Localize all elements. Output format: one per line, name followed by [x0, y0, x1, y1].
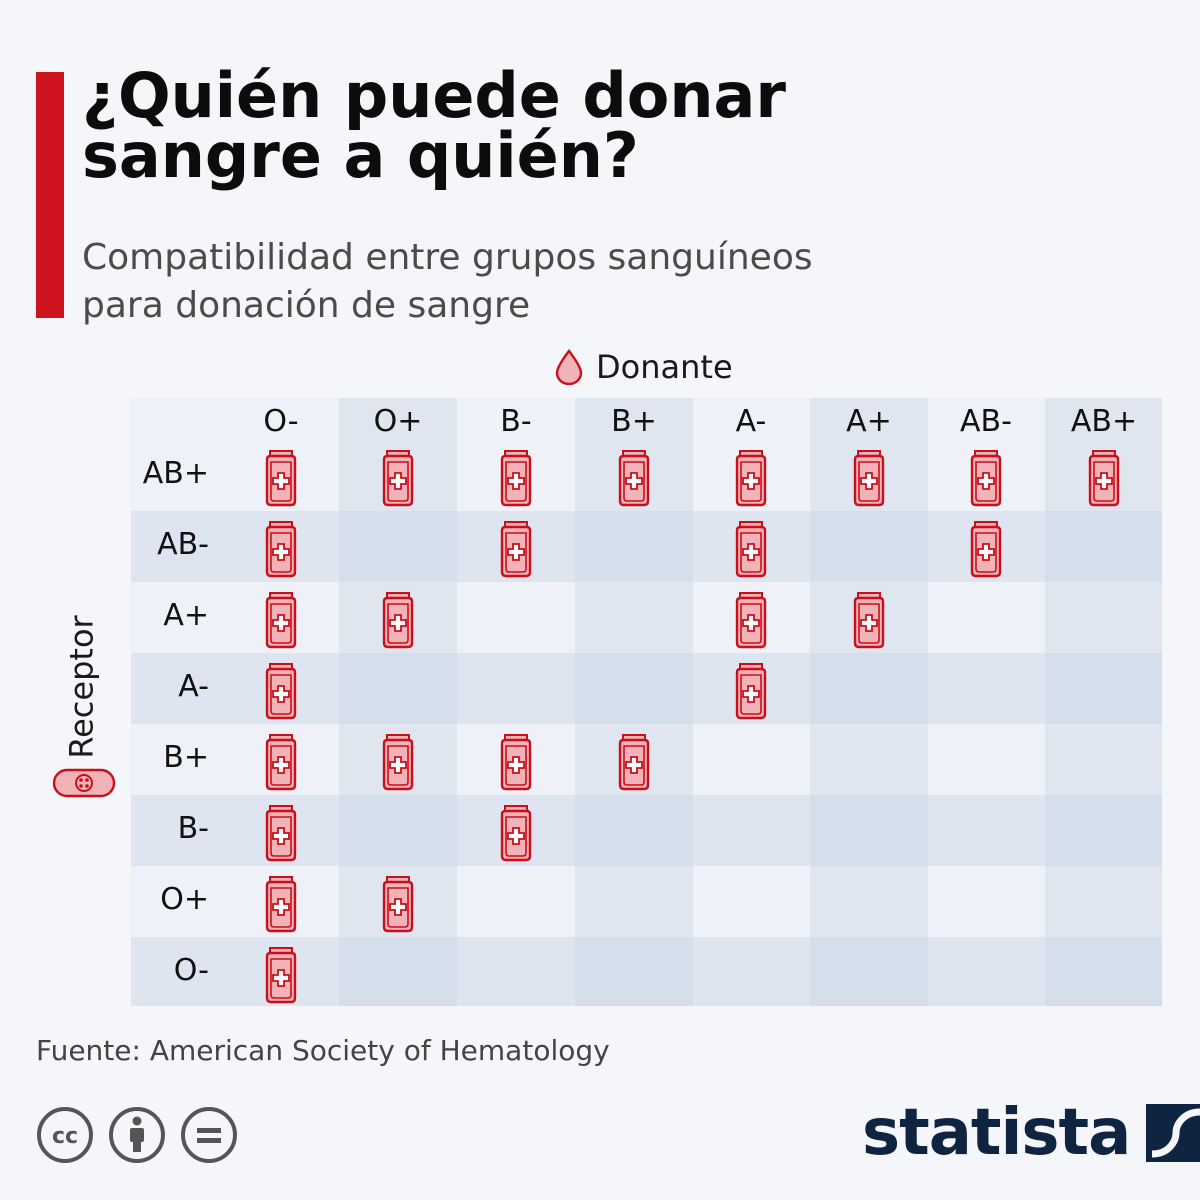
receptor-label: Receptor [63, 615, 102, 759]
title-line-1: ¿Quién puede donar [82, 59, 786, 132]
recipient-label: O+ [160, 881, 209, 917]
row-band [131, 937, 1162, 1006]
statista-mark-icon [1146, 1104, 1200, 1162]
source-note: Fuente: American Society of Hematology [36, 1034, 610, 1067]
donor-label: A+ [846, 404, 892, 439]
title-line-2: sangre a quién? [82, 119, 639, 192]
recipient-label: O- [173, 952, 209, 988]
donor-legend: Donante [554, 345, 733, 389]
blood-bag-icon [262, 589, 300, 651]
blood-bag-icon [732, 518, 770, 580]
donor-label: AB+ [1070, 404, 1138, 439]
cc-icon[interactable]: cc [36, 1106, 94, 1164]
blood-bag-icon [497, 802, 535, 864]
blood-bag-icon [379, 731, 417, 793]
blood-bag-icon [497, 731, 535, 793]
accent-bar [36, 72, 64, 318]
blood-bag-icon [732, 660, 770, 722]
blood-drop-icon [555, 349, 583, 385]
blood-cells-icon [52, 768, 116, 798]
blood-bag-icon [262, 873, 300, 935]
row-band [131, 795, 1162, 866]
blood-bag-icon [262, 660, 300, 722]
receptor-axis-label: Receptor [58, 612, 106, 762]
recipient-label: AB+ [142, 455, 209, 491]
svg-text:cc: cc [52, 1124, 78, 1149]
blood-bag-icon [497, 518, 535, 580]
blood-bag-icon [850, 447, 888, 509]
blood-bag-icon [732, 447, 770, 509]
blood-bag-icon [497, 447, 535, 509]
donor-label: A- [735, 404, 767, 439]
statista-logo: statista [862, 1096, 1200, 1170]
recipient-label: AB- [157, 526, 209, 562]
donor-label: O- [263, 404, 299, 439]
recipient-label: A+ [163, 597, 209, 633]
subtitle: Compatibilidad entre grupos sanguíneos p… [82, 234, 1082, 330]
blood-bag-icon [967, 447, 1005, 509]
brand-name: statista [862, 1096, 1131, 1170]
donor-legend-label: Donante [596, 348, 733, 386]
blood-bag-icon [262, 447, 300, 509]
license-icons: cc [36, 1106, 238, 1164]
recipient-label: A- [178, 668, 209, 704]
blood-bag-icon [967, 518, 1005, 580]
attribution-icon[interactable] [108, 1106, 166, 1164]
blood-bag-icon [262, 731, 300, 793]
recipient-label: B- [177, 810, 209, 846]
subtitle-line-2: para donación de sangre [82, 285, 531, 326]
row-band [131, 653, 1162, 724]
blood-bag-icon [379, 873, 417, 935]
donor-label: O+ [373, 404, 423, 439]
blood-bag-icon [379, 447, 417, 509]
no-derivatives-icon[interactable] [180, 1106, 238, 1164]
donor-label: B- [500, 404, 532, 439]
blood-bag-icon [615, 731, 653, 793]
recipient-label: B+ [163, 739, 209, 775]
blood-bag-icon [850, 589, 888, 651]
blood-bag-icon [615, 447, 653, 509]
blood-bag-icon [379, 589, 417, 651]
donor-label: AB- [960, 404, 1012, 439]
blood-bag-icon [1085, 447, 1123, 509]
blood-bag-icon [262, 802, 300, 864]
subtitle-line-1: Compatibilidad entre grupos sanguíneos [82, 237, 813, 278]
page-title: ¿Quién puede donar sangre a quién? [82, 65, 1082, 187]
donor-label: B+ [611, 404, 657, 439]
blood-bag-icon [262, 944, 300, 1006]
blood-bag-icon [732, 589, 770, 651]
blood-bag-icon [262, 518, 300, 580]
